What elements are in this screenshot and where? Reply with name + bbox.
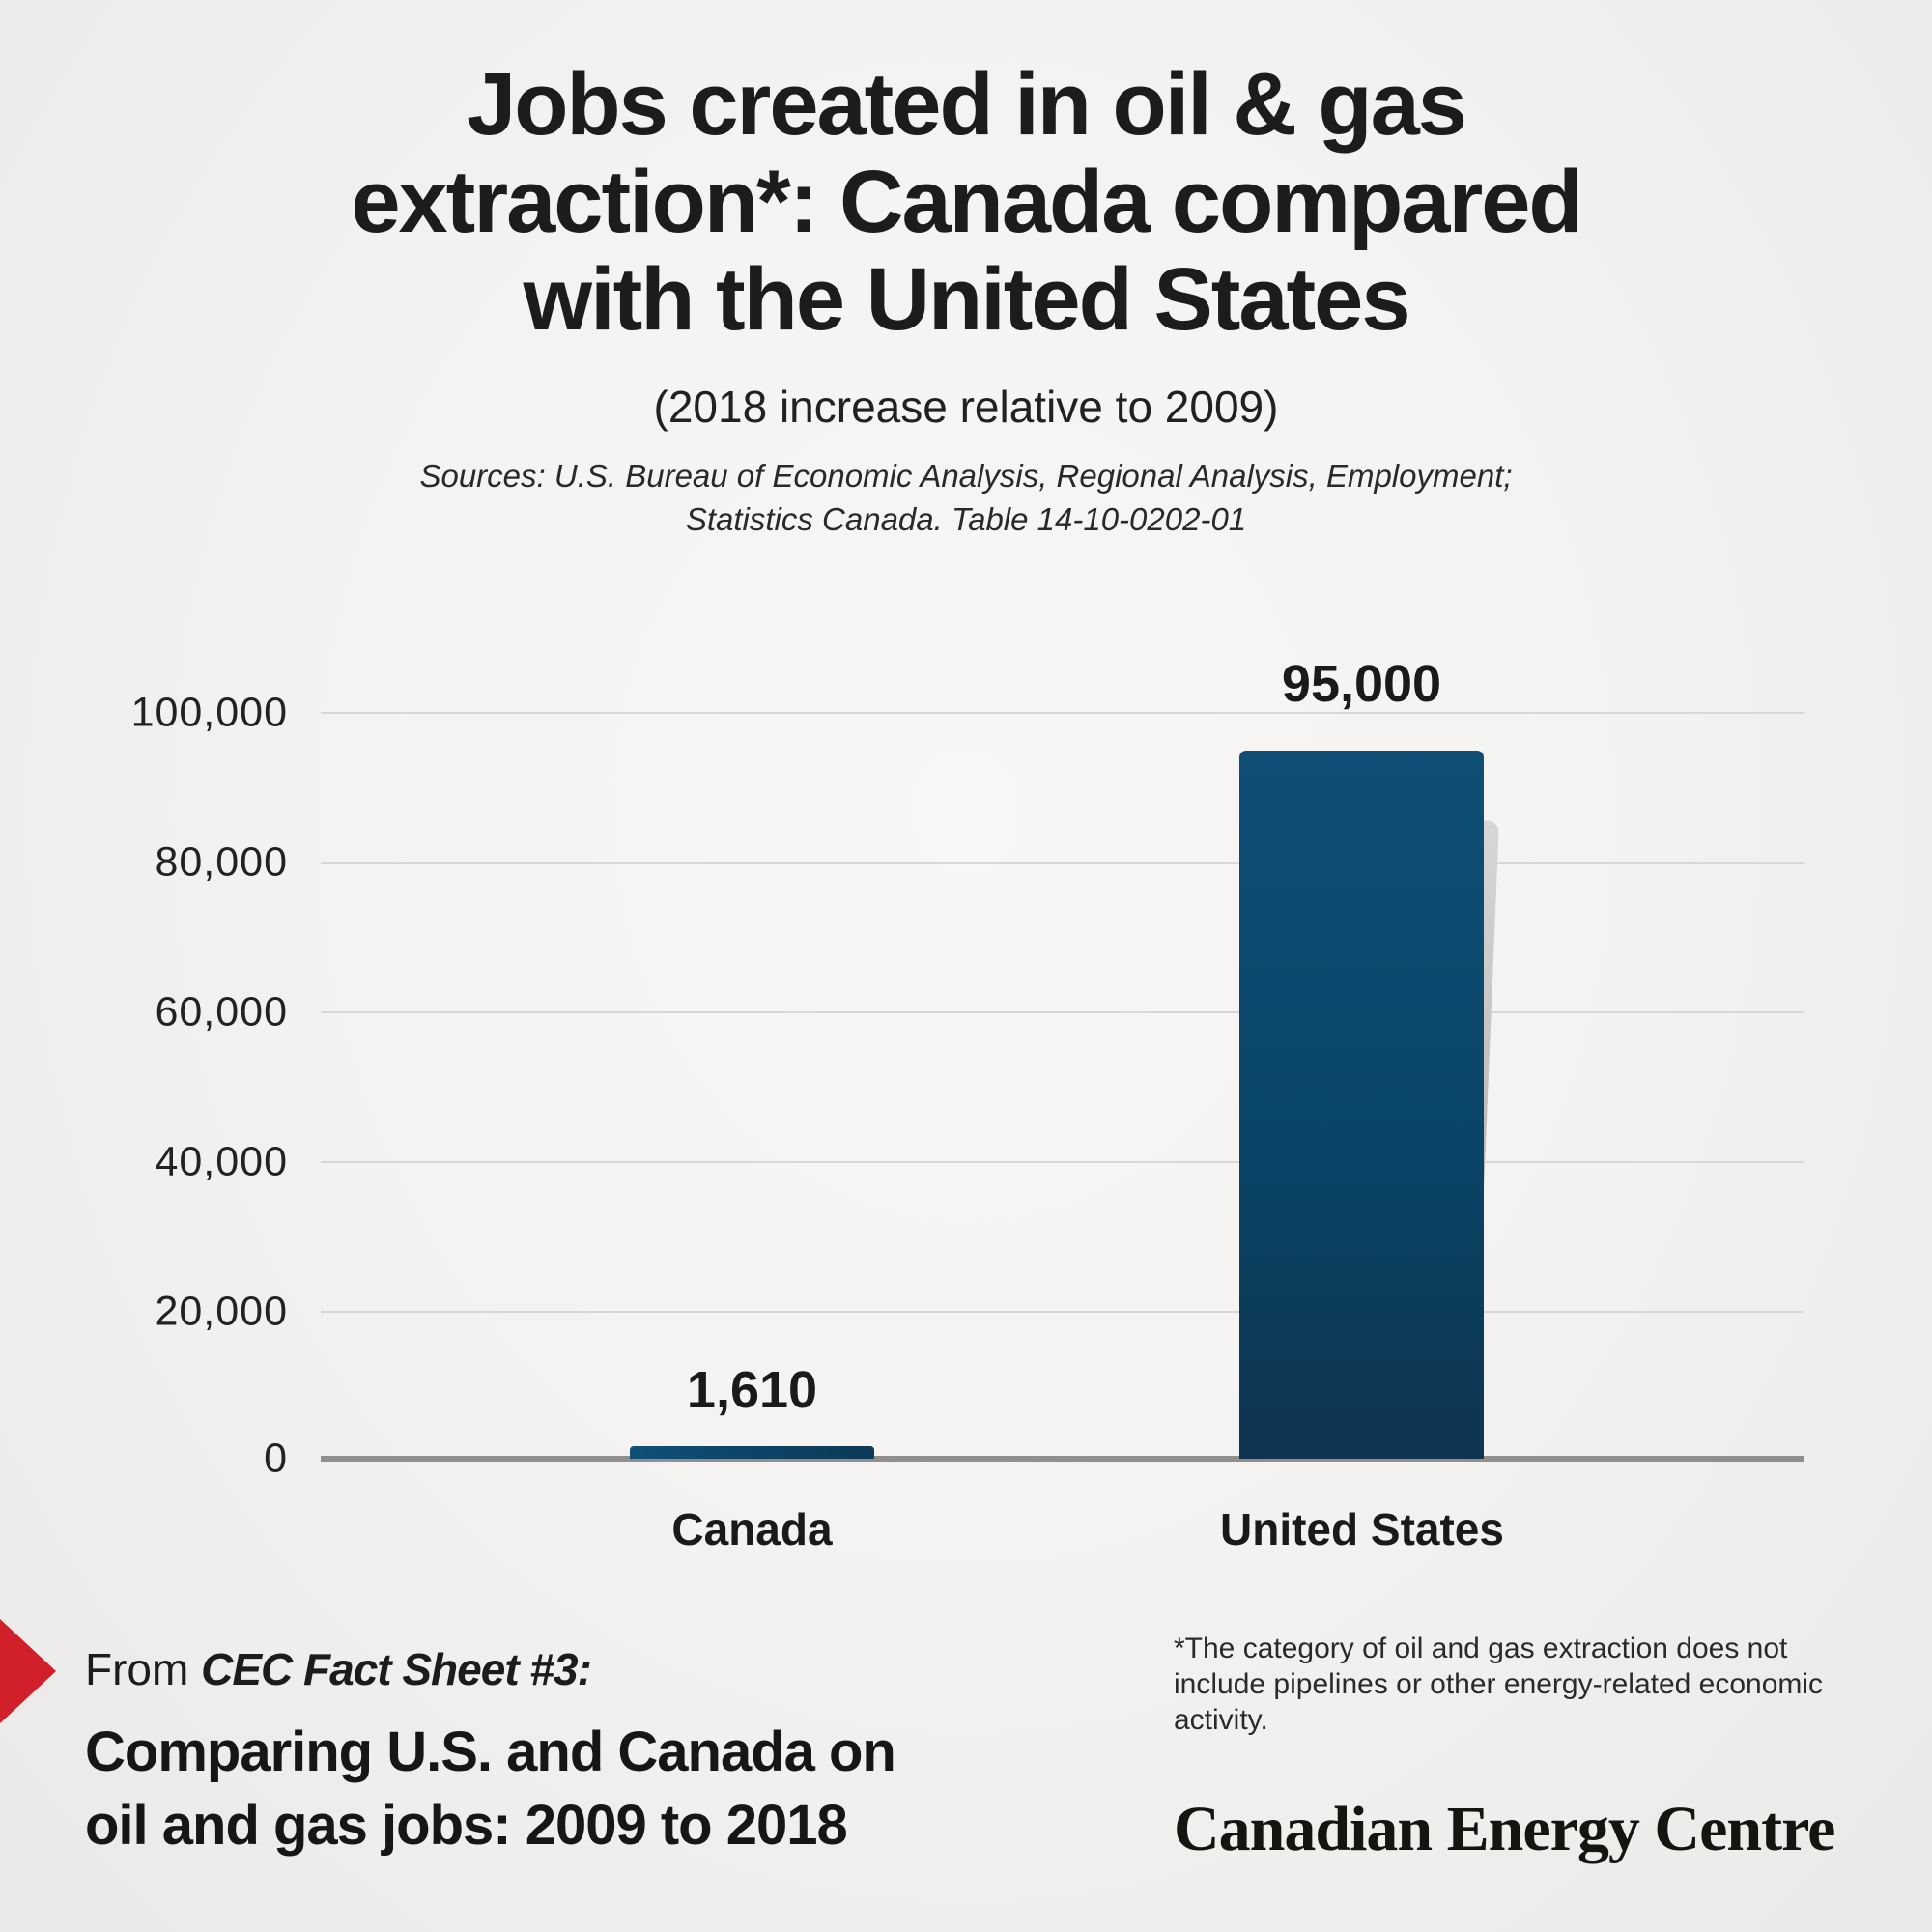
sources-note: Sources: U.S. Bureau of Economic Analysi… [0,454,1932,541]
title-line-2: extraction*: Canada compared [351,153,1582,251]
gridline [321,862,1804,864]
chart-subtitle: (2018 increase relative to 2009) [653,382,1279,432]
canadian-energy-centre-logo: Canadian Energy Centre [1174,1794,1835,1864]
y-tick-label: 20,000 [155,1288,288,1335]
red-chevron-icon [0,1619,56,1723]
bar-canada [630,1446,874,1459]
fact-sheet-title: CEC Fact Sheet #3: [201,1644,592,1694]
bar-value-canada: 1,610 [686,1361,818,1419]
fact-sheet-heading: Comparing U.S. and Canada on oil and gas… [85,1716,896,1862]
x-axis-line [321,1456,1804,1462]
y-tick-label: 80,000 [155,838,288,886]
sources-line-2: Statistics Canada. Table 14-10-0202-01 [685,501,1247,537]
title-line-1: Jobs created in oil & gas [467,55,1467,154]
gridline [321,1011,1804,1013]
sources-line-1: Sources: U.S. Bureau of Economic Analysi… [419,458,1513,494]
from-prefix: From [85,1644,202,1694]
y-tick-label: 60,000 [155,988,288,1036]
gridline [321,1161,1804,1163]
y-tick-label: 40,000 [155,1138,288,1185]
x-category-canada: Canada [671,1504,833,1554]
footnote-text: *The category of oil and gas extraction … [1174,1633,1824,1736]
page-title: Jobs created in oil & gas extraction*: C… [0,56,1932,349]
bar-united-states [1239,751,1484,1459]
gridline [321,1311,1804,1313]
fact-sheet-reference: From CEC Fact Sheet #3: [85,1643,592,1695]
y-tick-label: 0 [264,1435,288,1482]
y-tick-label: 100,000 [130,689,288,736]
bar-value-united-states: 95,000 [1281,655,1442,713]
x-category-united-states: United States [1220,1504,1504,1554]
heading-line-1: Comparing U.S. and Canada on [85,1720,896,1783]
title-line-3: with the United States [523,250,1411,349]
gridline [321,712,1804,714]
heading-line-2: oil and gas jobs: 2009 to 2018 [85,1794,848,1857]
